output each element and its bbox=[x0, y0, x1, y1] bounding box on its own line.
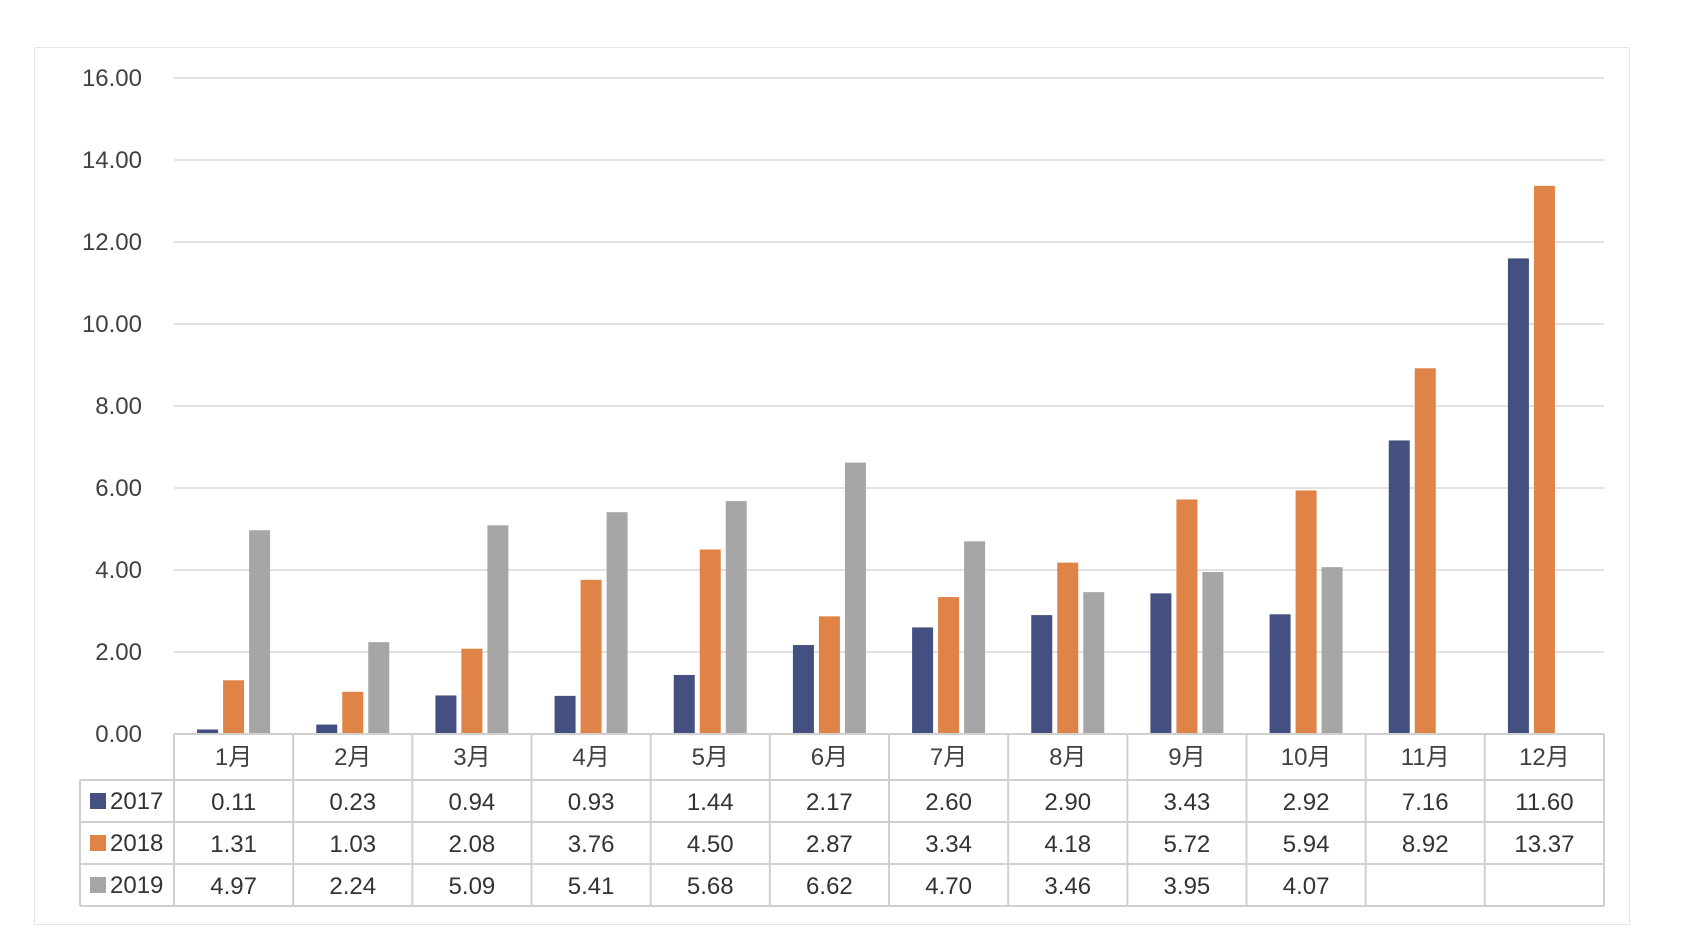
bar-2017-7月 bbox=[912, 627, 934, 734]
category-label: 10月 bbox=[1281, 744, 1332, 771]
data-label: 1.44 bbox=[687, 789, 734, 816]
data-label: 3.34 bbox=[925, 831, 972, 858]
bar-2019-6月 bbox=[844, 462, 866, 734]
data-label: 1.03 bbox=[329, 831, 376, 858]
data-label: 2.60 bbox=[925, 789, 972, 816]
bar-2017-6月 bbox=[792, 645, 814, 734]
bar-2018-7月 bbox=[938, 597, 960, 734]
bar-2017-3月 bbox=[435, 695, 457, 734]
data-label: 5.72 bbox=[1164, 831, 1211, 858]
bar-2017-9月 bbox=[1150, 593, 1172, 734]
bar-2018-6月 bbox=[818, 616, 840, 734]
data-label: 3.95 bbox=[1164, 873, 1211, 900]
y-tick-label: 14.00 bbox=[82, 147, 142, 174]
legend-label-2018: 2018 bbox=[110, 830, 163, 857]
data-label: 0.94 bbox=[449, 789, 496, 816]
category-label: 7月 bbox=[930, 744, 967, 771]
y-tick-label: 2.00 bbox=[95, 639, 142, 666]
y-tick-label: 4.00 bbox=[95, 557, 142, 584]
data-label: 8.92 bbox=[1402, 831, 1449, 858]
data-label: 2.08 bbox=[449, 831, 496, 858]
y-tick-label: 16.00 bbox=[82, 65, 142, 92]
y-tick-label: 10.00 bbox=[82, 311, 142, 338]
bar-2019-5月 bbox=[725, 501, 747, 734]
data-label: 3.76 bbox=[568, 831, 615, 858]
bar-2018-10月 bbox=[1295, 490, 1317, 734]
y-tick-label: 0.00 bbox=[95, 721, 142, 748]
legend-swatch-2019 bbox=[90, 877, 106, 893]
bar-2019-2月 bbox=[368, 642, 390, 734]
bar-2017-2月 bbox=[316, 724, 338, 734]
legend-swatch-2018 bbox=[90, 835, 106, 851]
category-label: 8月 bbox=[1049, 744, 1086, 771]
data-label: 2.92 bbox=[1283, 789, 1330, 816]
bar-2019-3月 bbox=[487, 525, 509, 734]
data-label: 5.09 bbox=[449, 873, 496, 900]
bar-2019-8月 bbox=[1083, 592, 1105, 734]
category-label: 3月 bbox=[453, 744, 490, 771]
bar-2017-5月 bbox=[673, 674, 695, 734]
category-label: 6月 bbox=[811, 744, 848, 771]
data-label: 11.60 bbox=[1515, 789, 1573, 816]
chart-frame bbox=[34, 47, 1630, 925]
category-label: 9月 bbox=[1168, 744, 1205, 771]
bar-2018-2月 bbox=[342, 691, 364, 734]
bar-2018-1月 bbox=[223, 680, 245, 734]
bar-2018-11月 bbox=[1414, 368, 1436, 734]
data-label: 5.68 bbox=[687, 873, 734, 900]
y-tick-label: 8.00 bbox=[95, 393, 142, 420]
bar-2019-9月 bbox=[1202, 572, 1224, 734]
bar-2018-3月 bbox=[461, 648, 483, 734]
y-tick-label: 6.00 bbox=[95, 475, 142, 502]
category-label: 5月 bbox=[692, 744, 729, 771]
data-label: 0.93 bbox=[568, 789, 615, 816]
bar-2017-12月 bbox=[1507, 258, 1529, 734]
data-label: 5.94 bbox=[1283, 831, 1330, 858]
bar-2018-12月 bbox=[1533, 185, 1555, 734]
data-label: 4.50 bbox=[687, 831, 734, 858]
legend-swatch-2017 bbox=[90, 793, 106, 809]
bar-2019-7月 bbox=[964, 541, 986, 734]
data-label: 3.43 bbox=[1164, 789, 1211, 816]
data-label: 2.17 bbox=[806, 789, 853, 816]
bar-2018-4月 bbox=[580, 579, 602, 734]
data-label: 2.90 bbox=[1044, 789, 1091, 816]
data-label: 6.62 bbox=[806, 873, 853, 900]
data-label: 7.16 bbox=[1402, 789, 1449, 816]
category-label: 12月 bbox=[1519, 744, 1570, 771]
data-label: 4.18 bbox=[1044, 831, 1091, 858]
category-label: 4月 bbox=[572, 744, 609, 771]
data-label: 2.87 bbox=[806, 831, 853, 858]
bar-2018-8月 bbox=[1057, 562, 1079, 734]
data-label: 0.11 bbox=[211, 789, 256, 816]
bar-2017-11月 bbox=[1388, 440, 1410, 734]
category-label: 11月 bbox=[1401, 744, 1450, 771]
bar-2017-1月 bbox=[197, 729, 219, 734]
data-label: 3.46 bbox=[1044, 873, 1091, 900]
bar-2017-10月 bbox=[1269, 614, 1291, 734]
legend-label-2017: 2017 bbox=[110, 788, 163, 815]
data-label: 13.37 bbox=[1514, 831, 1574, 858]
data-label: 4.07 bbox=[1283, 873, 1330, 900]
bar-2019-4月 bbox=[606, 512, 628, 734]
bar-2019-1月 bbox=[249, 530, 271, 734]
bar-2019-10月 bbox=[1321, 567, 1343, 734]
data-label: 2.24 bbox=[329, 873, 376, 900]
category-label: 1月 bbox=[215, 744, 252, 771]
data-label: 4.70 bbox=[925, 873, 972, 900]
bar-2017-4月 bbox=[554, 695, 576, 734]
bar-2017-8月 bbox=[1031, 615, 1053, 734]
data-label: 1.31 bbox=[210, 831, 257, 858]
bar-2018-5月 bbox=[699, 549, 721, 734]
category-label: 2月 bbox=[334, 744, 371, 771]
bar-2018-9月 bbox=[1176, 499, 1198, 734]
legend-label-2019: 2019 bbox=[110, 872, 163, 899]
data-label: 4.97 bbox=[210, 873, 257, 900]
data-label: 0.23 bbox=[329, 789, 376, 816]
data-label: 5.41 bbox=[568, 873, 615, 900]
y-tick-label: 12.00 bbox=[82, 229, 142, 256]
